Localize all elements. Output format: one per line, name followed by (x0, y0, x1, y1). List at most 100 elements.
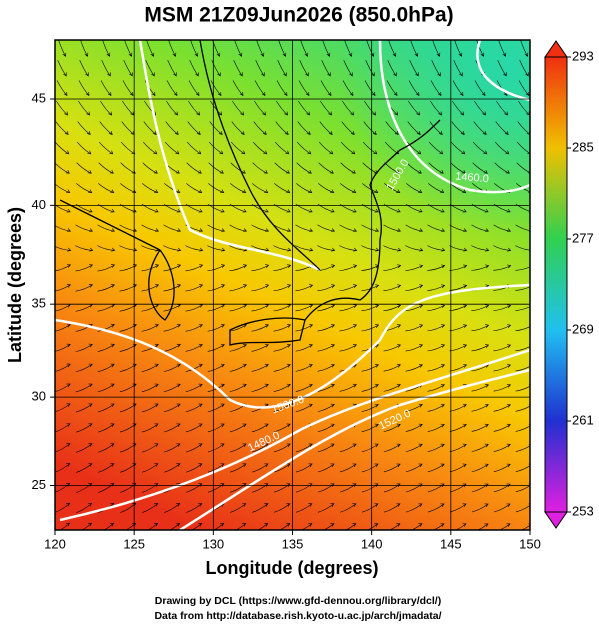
streamline-arrow (195, 72, 199, 77)
streamline (229, 324, 247, 332)
streamline (295, 483, 313, 493)
streamline (252, 503, 269, 513)
streamline (163, 384, 181, 393)
streamline (252, 141, 267, 155)
streamline (186, 141, 201, 155)
streamline-arrow (507, 324, 512, 328)
streamline-arrow (461, 150, 466, 155)
map-field (55, 40, 530, 530)
streamline-arrow (308, 304, 314, 308)
streamline-arrow (220, 284, 226, 288)
streamline (339, 344, 357, 352)
streamline (367, 523, 379, 530)
streamline-arrow (417, 169, 422, 174)
streamline (97, 284, 115, 292)
streamline (340, 183, 356, 193)
streamline (317, 424, 335, 433)
streamline-arrow (176, 403, 181, 408)
streamline (317, 463, 335, 473)
streamline-arrow (374, 189, 379, 193)
streamline (383, 265, 401, 271)
streamline-arrow (154, 323, 159, 328)
streamline-arrow (507, 344, 512, 348)
streamline (361, 424, 379, 432)
streamline (383, 483, 401, 493)
streamline-arrow (264, 208, 269, 213)
streamline (253, 121, 267, 135)
streamline-arrow (176, 443, 181, 447)
streamline (141, 304, 159, 312)
streamline-arrow (374, 363, 379, 368)
streamline-arrow (418, 423, 423, 428)
streamline (103, 523, 114, 530)
streamline (427, 483, 445, 493)
streamline-arrow (417, 150, 422, 155)
streamline-arrow (262, 111, 267, 116)
streamline (273, 224, 291, 232)
streamline-arrow (439, 169, 444, 174)
streamline (383, 224, 401, 232)
streamline-arrow (176, 189, 181, 193)
streamline (427, 245, 445, 251)
streamline-arrow (85, 72, 89, 77)
streamline (165, 121, 179, 135)
streamline (186, 503, 202, 513)
streamline (273, 384, 291, 392)
streamline-arrow (198, 284, 204, 288)
streamline-arrow (66, 323, 71, 328)
streamline (495, 121, 509, 135)
streamline (384, 183, 400, 193)
streamline-arrow (418, 403, 423, 408)
streamline-arrow (110, 284, 116, 288)
streamline (76, 141, 91, 155)
streamline (339, 304, 357, 312)
streamline-arrow (309, 284, 314, 288)
streamline-arrow (459, 91, 464, 97)
contour-label: 1460.0 (455, 170, 490, 185)
streamline-arrow (393, 72, 397, 77)
streamline-arrow (353, 264, 358, 269)
streamline-arrow (87, 169, 92, 174)
streamline-arrow (263, 169, 268, 174)
streamline-arrow (485, 324, 490, 328)
streamline-arrow (506, 228, 512, 232)
streamline-arrow (396, 443, 401, 448)
streamline-arrow (242, 423, 247, 428)
streamline (493, 265, 511, 271)
streamline-arrow (63, 72, 67, 77)
streamline-arrow (350, 131, 355, 135)
streamline (427, 444, 445, 452)
streamline-arrow (154, 443, 159, 447)
colorbar-tick-label: 253 (572, 503, 594, 518)
streamline (295, 324, 313, 332)
streamline-arrow (374, 503, 379, 507)
streamline-arrow (66, 283, 71, 288)
streamline (473, 121, 487, 135)
streamline-arrow (416, 131, 421, 135)
streamline (141, 224, 159, 232)
streamline-arrow (154, 228, 160, 232)
streamline (427, 285, 445, 291)
streamline (207, 423, 225, 433)
streamline (163, 403, 181, 413)
streamline (317, 324, 335, 332)
streamline-arrow (220, 363, 225, 368)
streamline (515, 326, 530, 332)
streamline-arrow (331, 247, 336, 252)
streamline (164, 141, 179, 155)
streamline (251, 245, 269, 251)
streamline-arrow (242, 343, 247, 348)
streamline-arrow (308, 443, 313, 448)
streamline (317, 364, 335, 372)
streamline (383, 463, 401, 473)
streamline (427, 463, 445, 473)
streamline (252, 183, 268, 193)
streamline-arrow (198, 503, 203, 507)
streamline (207, 304, 225, 312)
streamline (81, 522, 92, 530)
streamline-arrow (397, 324, 402, 328)
streamline-arrow (352, 383, 357, 388)
streamline-arrow (67, 247, 72, 252)
streamline-arrow (174, 111, 179, 116)
streamline-arrow (242, 208, 247, 213)
